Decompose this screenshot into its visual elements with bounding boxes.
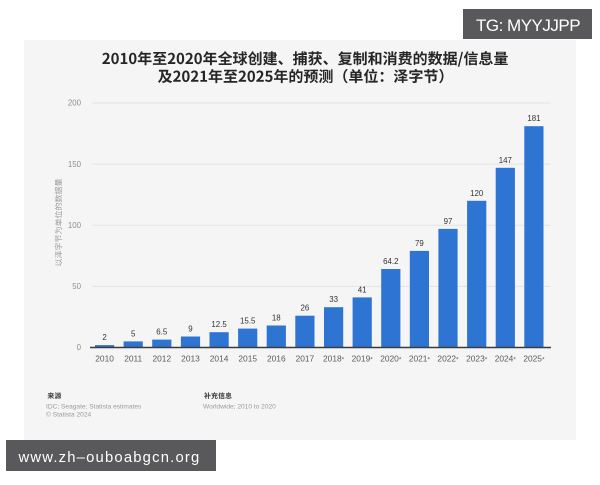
svg-text:33: 33 (329, 295, 338, 304)
svg-text:9: 9 (188, 325, 193, 334)
svg-text:5: 5 (131, 329, 136, 338)
svg-text:26: 26 (301, 304, 310, 313)
svg-text:6.5: 6.5 (156, 328, 168, 337)
svg-text:2: 2 (102, 333, 106, 342)
svg-text:2014: 2014 (210, 354, 229, 364)
svg-text:2016: 2016 (267, 354, 286, 364)
svg-text:2021*: 2021* (409, 354, 431, 364)
svg-text:2020*: 2020* (380, 354, 402, 364)
svg-text:147: 147 (499, 156, 512, 165)
svg-text:120: 120 (470, 189, 484, 198)
svg-text:79: 79 (415, 239, 424, 248)
svg-text:50: 50 (72, 282, 81, 291)
svg-text:IDC; Seagate; Statista estimat: IDC; Seagate; Statista estimates (46, 404, 142, 411)
svg-text:64.2: 64.2 (383, 257, 398, 266)
svg-text:2022*: 2022* (437, 354, 459, 364)
svg-text:© Statista 2024: © Statista 2024 (46, 411, 92, 419)
svg-text:100: 100 (68, 221, 82, 230)
svg-text:15.5: 15.5 (240, 317, 256, 326)
svg-text:2024*: 2024* (495, 354, 517, 364)
svg-text:2015: 2015 (238, 354, 257, 364)
svg-text:TG: MYYJJPP: TG: MYYJJPP (476, 16, 580, 35)
svg-text:2012: 2012 (152, 354, 171, 364)
svg-text:2010: 2010 (95, 354, 114, 364)
svg-text:2011: 2011 (124, 354, 142, 364)
svg-text:12.5: 12.5 (211, 320, 227, 329)
svg-text:0: 0 (77, 343, 82, 352)
svg-text:www.zh–ouboabgcn.org: www.zh–ouboabgcn.org (18, 450, 201, 466)
svg-text:150: 150 (68, 160, 82, 169)
svg-text:97: 97 (444, 217, 453, 226)
svg-text:2025*: 2025* (523, 354, 545, 364)
svg-text:200: 200 (68, 99, 82, 108)
svg-text:2019*: 2019* (352, 354, 374, 364)
svg-text:181: 181 (527, 114, 540, 123)
svg-text:2017: 2017 (296, 354, 315, 364)
svg-text:18: 18 (272, 314, 281, 323)
svg-text:41: 41 (358, 285, 367, 294)
svg-text:2013: 2013 (181, 354, 200, 364)
svg-text:2023*: 2023* (466, 354, 488, 364)
svg-text:Worldwide; 2010 to 2020: Worldwide; 2010 to 2020 (203, 404, 276, 411)
svg-text:2018*: 2018* (323, 354, 345, 364)
